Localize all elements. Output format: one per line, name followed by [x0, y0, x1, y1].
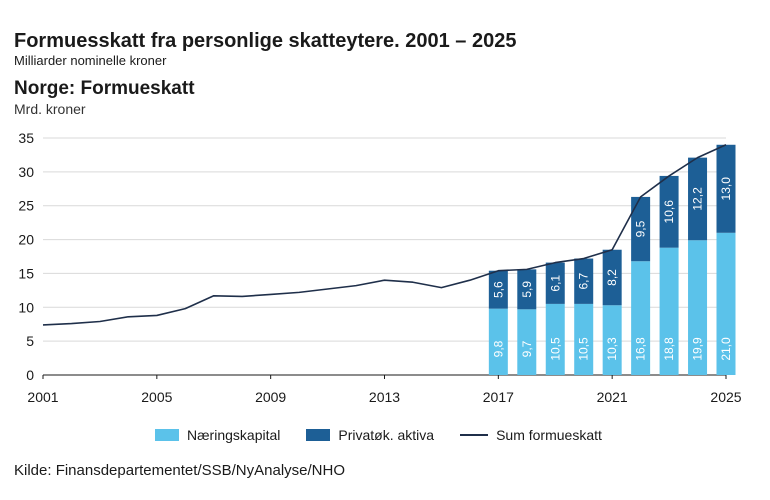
- y-tick-label: 20: [18, 232, 34, 248]
- page-title: Formuesskatt fra personlige skatteytere.…: [14, 30, 517, 52]
- bar-label-naeringskapital: 18,8: [662, 337, 676, 361]
- bar-naeringskapital: [517, 309, 537, 375]
- bar-naeringskapital: [545, 303, 565, 375]
- bars-group: 9,8 5,6 9,7 5,9 10,5 6,1 10,5 6,7 10,3 8,2 16,8 9,5…: [488, 144, 736, 375]
- bar-label-privat: 5,9: [520, 281, 534, 298]
- bar-label-naeringskapital: 9,7: [520, 340, 534, 357]
- y-tick-label: 30: [18, 164, 34, 180]
- legend-item-sum: Sum formueskatt: [460, 427, 602, 443]
- bar-naeringskapital: [716, 232, 736, 375]
- legend: Næringskapital Privatøk. aktiva Sum form…: [155, 427, 628, 443]
- line-group: [42, 144, 727, 326]
- bar-privat: [602, 249, 622, 306]
- bar-privat: [716, 144, 736, 233]
- bar-label-naeringskapital: 21,0: [719, 337, 733, 361]
- y-tick-label: 35: [18, 130, 34, 146]
- y-tick-label: 15: [18, 265, 34, 281]
- bar-privat: [631, 196, 651, 262]
- bar-privat: [688, 157, 708, 241]
- bar-label-naeringskapital: 10,5: [548, 337, 562, 361]
- x-tick-label: 2009: [255, 389, 286, 405]
- legend-swatch-sum: [460, 434, 489, 436]
- y-tick-label: 5: [26, 333, 34, 349]
- bar-naeringskapital: [631, 261, 651, 375]
- gridlines: [43, 137, 726, 376]
- bar-label-naeringskapital: 9,8: [491, 340, 505, 357]
- bar-privat: [488, 270, 508, 309]
- bar-privat: [517, 269, 537, 310]
- source-note: Kilde: Finansdepartementet/SSB/NyAnalyse…: [14, 462, 345, 479]
- bar-label-privat: 13,0: [719, 177, 733, 201]
- y-tick-label: 25: [18, 198, 34, 214]
- bar-label-privat: 5,6: [491, 281, 505, 298]
- x-tick-label: 2001: [27, 389, 58, 405]
- bar-label-privat: 12,2: [691, 187, 705, 211]
- legend-swatch-naeringskapital: [155, 429, 179, 441]
- chart-title: Norge: Formueskatt: [14, 78, 195, 99]
- bar-label-naeringskapital: 16,8: [634, 337, 648, 361]
- y-tick-label: 0: [26, 367, 34, 383]
- legend-label-sum: Sum formueskatt: [496, 427, 602, 443]
- bar-privat: [574, 258, 594, 304]
- bar-label-naeringskapital: 10,3: [605, 337, 619, 361]
- bar-label-privat: 10,6: [662, 200, 676, 224]
- chart-svg: 9,8 5,6 9,7 5,9 10,5 6,1 10,5 6,7 10,3 8,2 16,8 9,5…: [18, 130, 741, 405]
- x-tick-label: 2005: [141, 389, 172, 405]
- line-sum-formueskatt: [42, 144, 727, 326]
- bar-naeringskapital: [688, 240, 708, 375]
- bar-label-naeringskapital: 10,5: [577, 337, 591, 361]
- bar-privat: [659, 175, 679, 248]
- bar-naeringskapital: [574, 303, 594, 375]
- bar-label-privat: 9,5: [634, 220, 648, 237]
- legend-item-naeringskapital: Næringskapital: [155, 427, 280, 443]
- x-tick-label: 2013: [369, 389, 400, 405]
- x-tick-label: 2021: [597, 389, 628, 405]
- legend-item-privat: Privatøk. aktiva: [306, 427, 434, 443]
- bar-label-privat: 6,7: [577, 273, 591, 290]
- y-axis-unit-label: Mrd. kroner: [14, 101, 86, 117]
- x-tick-label: 2017: [483, 389, 514, 405]
- y-tick-label: 10: [18, 299, 34, 315]
- bar-naeringskapital: [488, 308, 508, 375]
- bar-label-privat: 6,1: [548, 275, 562, 292]
- legend-swatch-privat: [306, 429, 331, 441]
- legend-label-privat: Privatøk. aktiva: [338, 427, 435, 443]
- x-tick-label: 2025: [710, 389, 741, 405]
- bar-naeringskapital: [659, 247, 679, 375]
- bar-label-naeringskapital: 19,9: [691, 337, 705, 361]
- bar-label-privat: 8,2: [605, 269, 619, 286]
- bar-privat: [545, 262, 565, 304]
- bar-naeringskapital: [602, 305, 622, 375]
- page-subtitle: Milliarder nominelle kroner: [14, 53, 167, 68]
- legend-label-naeringskapital: Næringskapital: [187, 427, 281, 443]
